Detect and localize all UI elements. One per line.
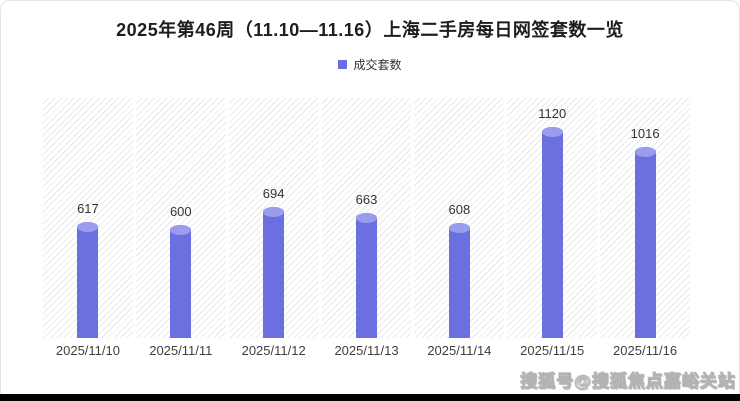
bar-chart-plot: 617 600 694 663 608 1120 1016 — [43, 98, 691, 338]
bar — [541, 127, 563, 338]
bar — [170, 225, 192, 338]
bar-cap — [448, 223, 470, 233]
x-axis-labels: 2025/11/10 2025/11/11 2025/11/12 2025/11/13… — [43, 343, 690, 358]
bar-value-label: 608 — [448, 202, 471, 217]
category-panel: 600 — [135, 98, 226, 338]
legend-swatch-icon — [338, 60, 348, 69]
category-panel: 694 — [228, 98, 319, 338]
category-panel: 1016 — [600, 98, 691, 338]
bar-value-label: 1120 — [538, 106, 567, 121]
bar — [356, 213, 377, 338]
bar — [77, 222, 99, 338]
category-panel: 608 — [414, 98, 505, 338]
bar-value-label: 600 — [169, 204, 192, 219]
category-panel: 1120 — [507, 98, 598, 338]
bar-value-label: 617 — [77, 201, 99, 216]
bar-cap — [356, 213, 377, 223]
bar-cap — [170, 225, 192, 235]
x-axis-label: 2025/11/16 — [613, 343, 678, 358]
bar — [634, 147, 656, 338]
legend-label: 成交套数 — [353, 58, 402, 72]
bar — [263, 207, 285, 338]
x-axis-label: 2025/11/10 — [55, 343, 120, 358]
bottom-strip — [0, 394, 740, 401]
x-axis-label: 2025/11/14 — [427, 343, 492, 358]
x-axis-label: 2025/11/15 — [520, 343, 585, 358]
bar-value-label: 663 — [355, 192, 378, 207]
chart-title: 2025年第46周（11.10—11.16）上海二手房每日网签套数一览 — [116, 20, 624, 40]
bar-cap — [77, 222, 99, 232]
watermark: 搜狐号@搜狐焦点嘉峪关站 — [520, 372, 736, 392]
bar-value-label: 694 — [262, 186, 285, 201]
bar — [448, 223, 470, 338]
legend: 成交套数 — [0, 56, 740, 73]
x-axis-label: 2025/11/11 — [149, 343, 213, 358]
x-axis-label: 2025/11/12 — [241, 343, 306, 358]
bar-cap — [634, 147, 656, 157]
bar-cap — [541, 127, 563, 137]
bar-value-label: 1016 — [630, 126, 660, 141]
category-panel: 663 — [321, 98, 412, 338]
x-axis-label: 2025/11/13 — [334, 343, 399, 358]
bar-cap — [263, 207, 285, 217]
category-panel: 617 — [43, 98, 133, 338]
